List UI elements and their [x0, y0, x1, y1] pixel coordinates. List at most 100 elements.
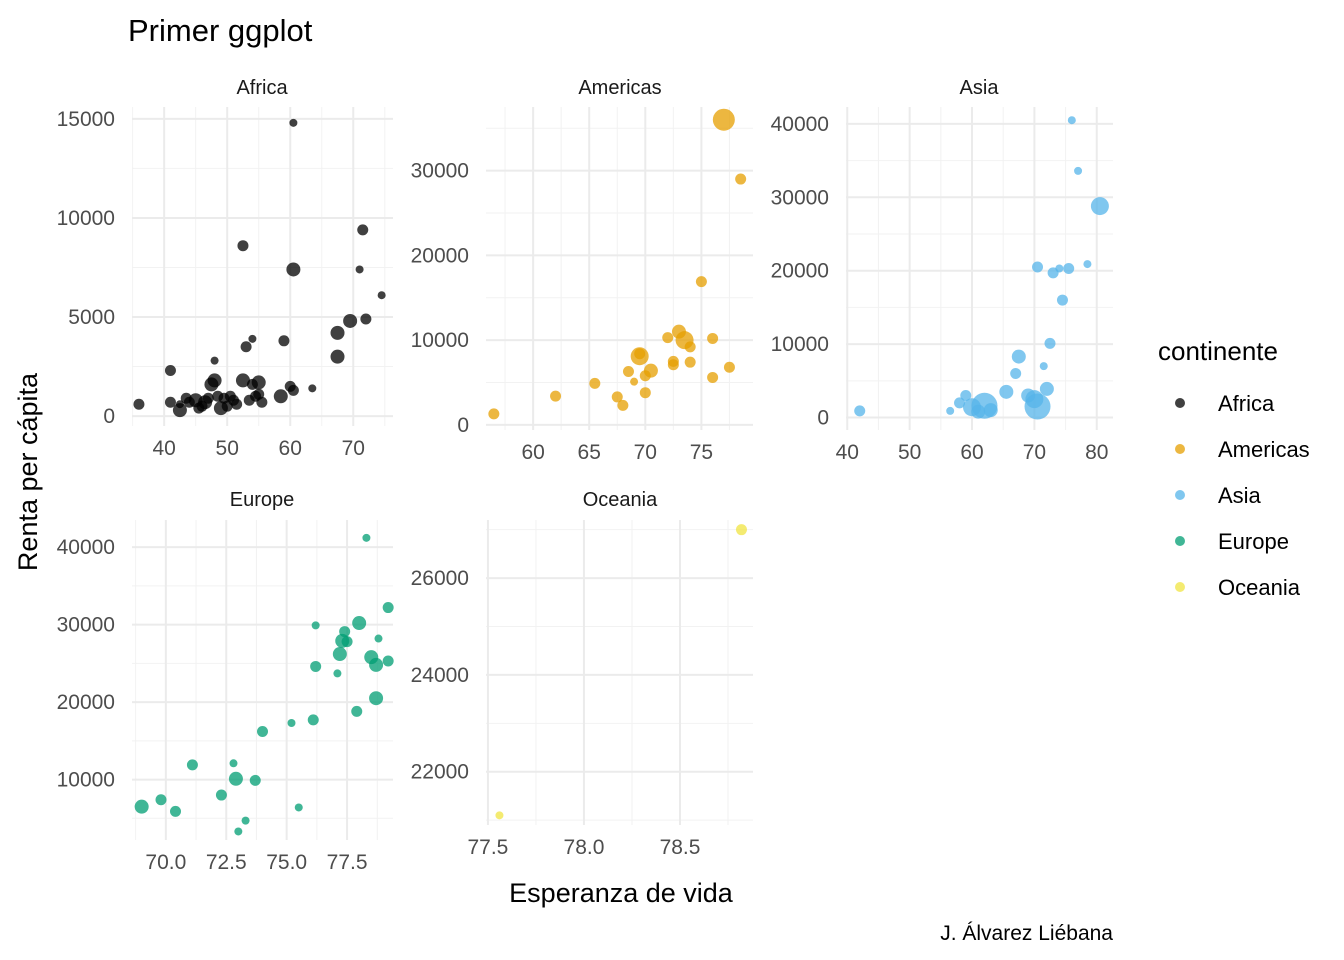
y-tick-label: 5000: [68, 306, 115, 329]
y-tick-label: 40000: [771, 113, 829, 136]
data-point: [229, 759, 238, 768]
data-point: [1032, 261, 1044, 273]
legend-item-oceania: Oceania: [1175, 575, 1301, 600]
data-point: [369, 657, 384, 672]
data-point: [343, 313, 358, 328]
y-tick-label: 20000: [411, 244, 469, 267]
data-point: [1055, 264, 1064, 273]
data-point: [164, 365, 176, 377]
x-tick-label: 70: [342, 437, 365, 460]
data-point: [170, 805, 181, 817]
data-point: [1083, 260, 1092, 269]
facet-panel-africa: Africa 40 50 60 70 0 5000 10000 15000: [57, 77, 393, 460]
data-point: [735, 524, 747, 536]
y-tick-label: 10000: [771, 333, 829, 356]
y-tick-label: 24000: [411, 664, 469, 687]
data-point: [202, 392, 214, 404]
data-point: [1039, 362, 1048, 371]
data-point: [1011, 349, 1026, 364]
data-point: [1090, 197, 1109, 216]
data-point: [164, 396, 176, 408]
x-tick-label: 65: [578, 441, 601, 464]
y-tick-label: 30000: [57, 614, 115, 637]
data-point: [237, 240, 249, 252]
y-tick-label: 30000: [411, 160, 469, 183]
data-point: [684, 356, 696, 368]
data-point: [330, 349, 345, 364]
x-tick-label: 78.5: [660, 836, 701, 859]
data-point: [1024, 393, 1051, 420]
data-point: [643, 363, 658, 378]
x-tick-label: 50: [898, 441, 921, 464]
legend-item-americas: Americas: [1175, 437, 1310, 462]
x-tick-label: 72.5: [206, 851, 247, 874]
data-point: [330, 325, 345, 340]
data-point: [946, 406, 955, 415]
y-tick-label: 40000: [57, 536, 115, 559]
x-tick-label: 80: [1085, 441, 1108, 464]
facet-strip-label: Asia: [960, 77, 1000, 99]
facet-strip-label: Oceania: [583, 489, 658, 511]
data-point: [310, 660, 322, 672]
legend-label: Americas: [1218, 437, 1310, 462]
legend-item-africa: Africa: [1175, 391, 1275, 416]
y-tick-label: 20000: [57, 691, 115, 714]
data-point: [374, 634, 383, 643]
data-point: [257, 726, 268, 738]
data-point: [256, 396, 268, 408]
x-tick-label: 78.0: [564, 836, 605, 859]
x-tick-label: 70.0: [145, 851, 186, 874]
data-point: [1067, 116, 1076, 125]
x-tick-label: 60: [279, 437, 302, 460]
data-point: [207, 373, 222, 388]
data-point: [339, 626, 351, 638]
facet-panel-asia: Asia 40 50 60 70 80 0 10000 20000 30000 40000: [771, 77, 1113, 464]
data-point: [307, 714, 319, 726]
data-point: [186, 759, 198, 771]
data-point: [1074, 166, 1083, 175]
facet-panel-europe: Europe 70.0 72.5 75.0 77.5 10000 20000 30000 400…: [57, 489, 394, 874]
data-point: [550, 390, 562, 402]
data-point: [308, 384, 317, 393]
data-point: [351, 705, 363, 717]
data-point: [294, 803, 303, 812]
data-point: [999, 384, 1014, 399]
data-point: [639, 387, 651, 399]
facet-strip-label: Africa: [236, 77, 288, 99]
data-point: [228, 771, 243, 786]
x-tick-label: 50: [216, 437, 239, 460]
data-point: [960, 389, 972, 401]
data-point: [155, 794, 167, 806]
data-point: [273, 389, 288, 404]
data-point: [1010, 367, 1022, 379]
facet-panel-americas: Americas 60 65 70 75 0 10000 20000 30000: [411, 77, 753, 464]
data-point: [286, 262, 301, 277]
data-point: [622, 366, 634, 378]
legend-key: [1175, 444, 1185, 454]
data-point: [289, 118, 298, 127]
legend-key: [1175, 582, 1185, 592]
facet-strip-label: Americas: [578, 77, 661, 99]
data-point: [1063, 263, 1075, 274]
x-axis-title: Esperanza de vida: [509, 878, 734, 908]
data-point: [341, 636, 353, 648]
legend: Africa Americas Asia Europe Oceania: [1175, 391, 1310, 600]
data-point: [241, 816, 250, 825]
x-tick-label: 70: [1023, 441, 1046, 464]
y-tick-label: 0: [103, 405, 115, 428]
data-point: [630, 377, 639, 386]
data-point: [333, 669, 342, 678]
y-tick-label: 30000: [771, 186, 829, 209]
data-point: [352, 616, 367, 631]
data-point: [382, 655, 394, 667]
data-point: [712, 108, 735, 131]
x-tick-label: 40: [152, 437, 175, 460]
y-tick-label: 0: [457, 414, 469, 437]
y-tick-label: 15000: [57, 108, 115, 131]
data-point: [662, 332, 674, 344]
legend-title: continente: [1158, 336, 1278, 366]
x-tick-label: 70: [634, 441, 657, 464]
data-point: [235, 373, 250, 388]
data-point: [617, 399, 629, 411]
